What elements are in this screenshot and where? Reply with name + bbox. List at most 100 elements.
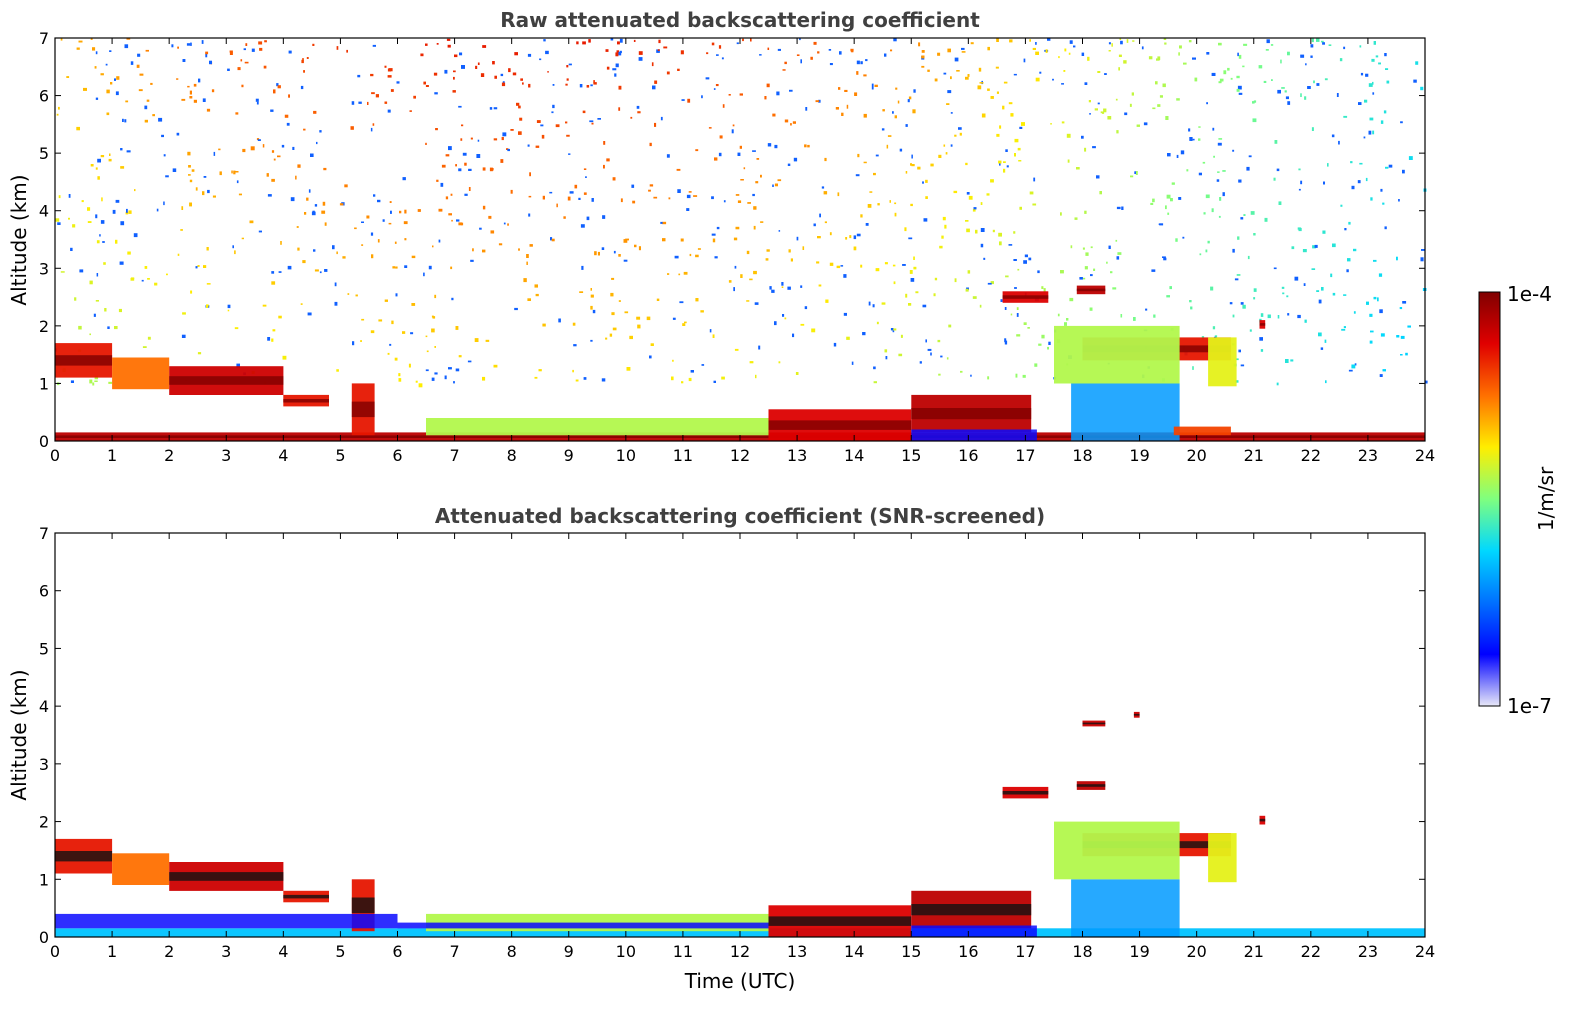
noise-pixel [728,94,731,96]
noise-pixel [1212,326,1216,330]
noise-pixel [1346,269,1349,273]
noise-pixel [755,374,757,379]
noise-pixel [188,174,191,176]
noise-pixel [767,143,772,147]
noise-pixel [1027,327,1030,329]
noise-pixel [1108,245,1111,249]
noise-pixel [1368,130,1372,135]
noise-pixel [1156,58,1160,61]
noise-pixel [503,222,506,225]
noise-pixel [361,244,364,246]
noise-pixel [722,104,725,108]
noise-pixel [695,298,699,302]
noise-pixel [259,47,263,51]
noise-pixel [482,167,486,171]
noise-pixel [206,247,209,251]
noise-pixel [130,277,135,281]
noise-pixel [925,339,927,343]
noise-pixel [395,293,398,297]
colorbar: 1e-4 1e-7 1/m/sr [1478,282,1558,718]
noise-pixel [231,170,233,174]
noise-pixel [1126,39,1129,43]
noise-pixel [115,91,119,96]
noise-pixel [1229,302,1233,305]
noise-pixel [394,357,398,361]
noise-pixel [1089,113,1091,115]
noise-pixel [227,304,231,309]
noise-pixel [324,269,328,272]
noise-pixel [1048,341,1051,345]
noise-pixel [304,212,307,215]
noise-pixel [122,118,124,122]
boundary_layer-region [426,418,769,436]
noise-pixel [372,44,376,47]
noise-pixel [390,89,394,92]
noise-pixel [444,69,448,74]
noise-pixel [919,361,922,364]
noise-pixel [1151,269,1156,272]
noise-pixel [454,54,458,58]
y-tick-label: 0 [39,928,49,947]
noise-pixel [1332,243,1336,248]
noise-pixel [1331,134,1335,138]
noise-pixel [1260,349,1264,352]
noise-pixel [255,98,259,102]
noise-pixel [206,305,208,308]
noise-pixel [198,78,201,83]
noise-pixel [458,355,462,358]
noise-pixel [271,271,275,274]
noise-pixel [1131,92,1134,96]
noise-pixel [810,56,813,60]
noise-pixel [1396,256,1398,261]
noise-pixel [1382,369,1386,372]
noise-pixel [181,334,186,338]
noise-pixel [733,237,738,241]
x-tick-label: 2 [164,446,174,465]
noise-pixel [630,116,633,119]
noise-pixel [1037,270,1040,274]
noise-pixel [104,308,107,312]
noise-pixel [410,332,414,335]
noise-pixel [953,190,958,194]
noise-pixel [882,109,885,112]
noise-pixel [799,38,801,41]
noise-pixel [312,210,315,214]
y-tick-label: 2 [39,317,49,336]
noise-pixel [817,236,821,239]
noise-pixel [142,346,147,348]
noise-pixel [934,78,938,82]
noise-pixel [746,250,750,255]
noise-pixel [760,174,762,178]
noise-pixel [535,145,540,148]
noise-pixel [872,304,875,308]
noise-pixel [136,64,140,68]
noise-pixel [1351,364,1356,369]
noise-pixel [124,119,127,123]
noise-pixel [739,93,743,96]
noise-pixel [116,76,120,80]
noise-pixel [303,70,305,73]
noise-pixel [573,344,577,347]
noise-pixel [954,134,957,137]
noise-pixel [1198,126,1201,128]
noise-pixel [736,42,739,45]
noise-pixel [209,60,212,65]
noise-pixel [256,101,259,105]
noise-pixel [360,340,362,342]
noise-pixel [923,218,928,222]
noise-pixel [271,178,275,182]
noise-pixel [922,181,924,184]
noise-pixel [1170,198,1173,202]
noise-pixel [387,68,391,72]
noise-pixel [1043,288,1046,292]
noise-pixel [1061,83,1064,85]
noise-pixel [1339,58,1343,62]
noise-pixel [683,271,688,275]
x-tick-label: 9 [564,942,574,961]
noise-pixel [518,248,520,251]
noise-pixel [941,235,944,239]
noise-pixel [927,69,930,72]
noise-pixel [267,194,272,197]
noise-pixel [1413,79,1417,83]
noise-pixel [506,148,509,150]
